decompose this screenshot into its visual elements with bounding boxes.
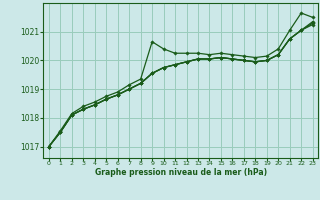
X-axis label: Graphe pression niveau de la mer (hPa): Graphe pression niveau de la mer (hPa) bbox=[95, 168, 267, 177]
